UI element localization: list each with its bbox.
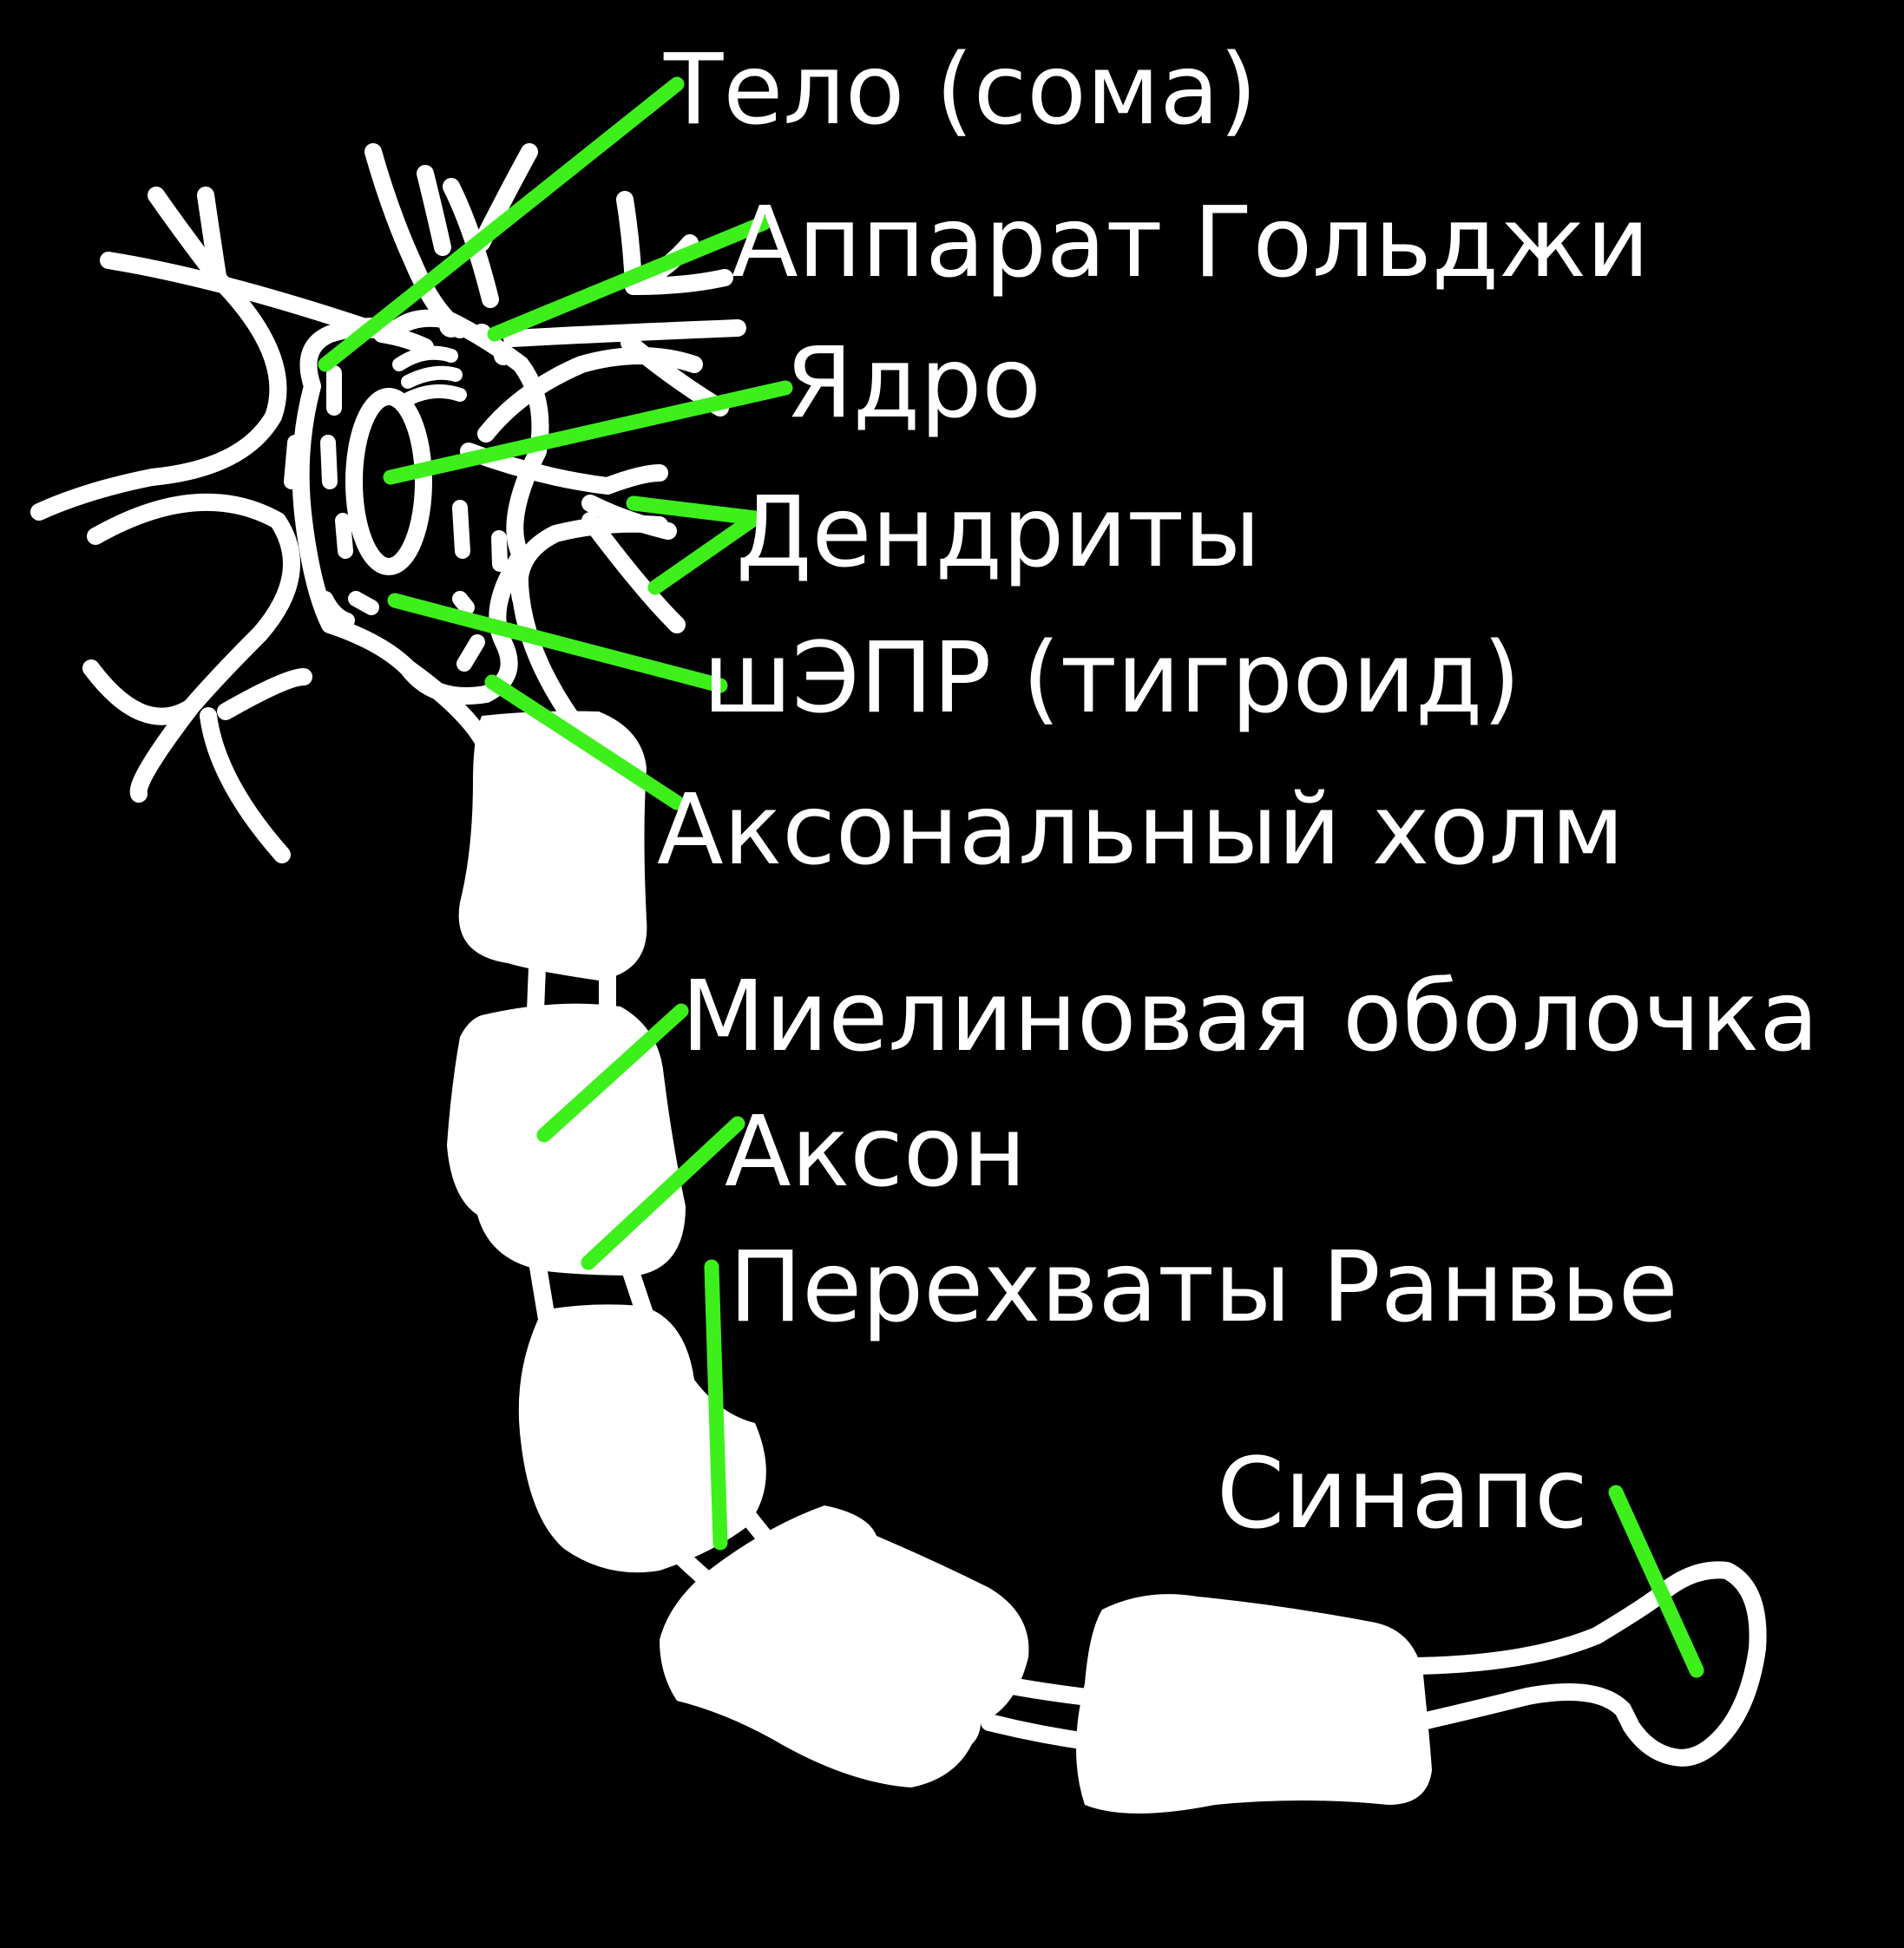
synapse-terminal [1614,1561,1767,1767]
pointer-soma [318,76,685,372]
pointer-golgi [487,215,771,342]
myelin-sheath [447,711,1432,1814]
pointer-lines [318,76,1704,1678]
pointer-ranvier [704,1259,728,1551]
label-soma: Тело (сома) [663,34,1257,147]
label-axon-hillock: Аксональный холм [657,774,1625,887]
pointer-myelin [536,1003,689,1143]
label-rer: шЭПР (тигроид) [703,622,1520,735]
pointer-rer [387,593,728,693]
labels: Тело (сома) Аппарат Гольджи Ядро Дендрит… [657,34,1819,1551]
label-ranvier: Перехваты Ранвье [729,1231,1678,1344]
label-golgi: Аппарат Гольджи [732,187,1650,299]
rough-er [284,365,508,672]
label-nucleus: Ядро [785,327,1041,440]
golgi-apparatus [392,313,513,406]
label-axon: Аксон [725,1096,1027,1209]
label-myelin: Миелиновая оболочка [681,961,1819,1073]
label-synapse: Синапс [1217,1438,1588,1551]
pointer-nucleus [383,380,793,485]
pointer-dendrites-upper [626,495,763,526]
nucleus [345,388,432,575]
label-dendrites: Дендриты [736,476,1261,589]
pointer-dendrites-lower [647,510,763,595]
pointer-axon-hillock [484,674,685,810]
pointer-axon [581,1116,745,1270]
dendrites [30,143,746,863]
pointer-synapse [1608,1485,1704,1678]
